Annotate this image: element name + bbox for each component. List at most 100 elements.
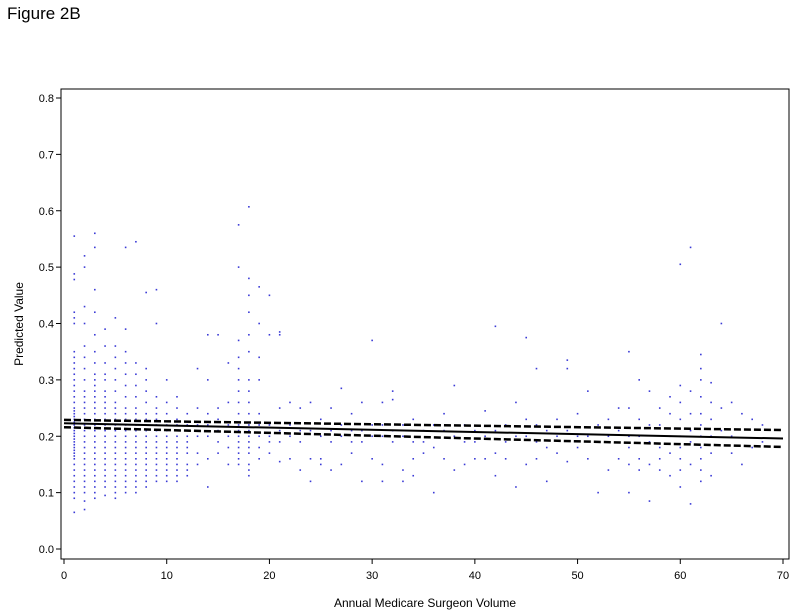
data-point bbox=[258, 322, 260, 325]
data-point bbox=[248, 446, 250, 449]
data-point bbox=[258, 356, 260, 359]
data-point bbox=[196, 435, 199, 438]
data-point bbox=[83, 458, 86, 460]
data-point bbox=[258, 379, 260, 381]
data-point bbox=[83, 255, 86, 257]
data-point bbox=[617, 429, 620, 432]
data-point bbox=[83, 412, 86, 415]
data-point bbox=[710, 418, 712, 421]
data-point bbox=[104, 328, 106, 330]
data-point bbox=[679, 384, 682, 387]
data-point bbox=[289, 401, 291, 404]
data-point bbox=[145, 441, 147, 443]
x-axis: 0 10 20 30 40 50 60 70 bbox=[61, 559, 789, 582]
x-tick-label: 20 bbox=[263, 570, 275, 582]
data-point bbox=[515, 486, 517, 488]
data-point bbox=[165, 469, 168, 471]
data-point bbox=[104, 458, 106, 460]
y-tick-label: 0.7 bbox=[39, 149, 54, 161]
data-point bbox=[278, 333, 281, 336]
data-point bbox=[124, 362, 127, 364]
data-point bbox=[145, 458, 147, 460]
data-point bbox=[361, 429, 363, 432]
data-point bbox=[104, 373, 106, 376]
data-point bbox=[628, 407, 630, 409]
data-point bbox=[217, 452, 219, 454]
data-point bbox=[176, 407, 178, 409]
data-point bbox=[217, 418, 219, 421]
data-point bbox=[237, 429, 240, 432]
data-point bbox=[94, 246, 96, 249]
data-point bbox=[94, 491, 96, 494]
data-point bbox=[124, 373, 127, 376]
data-point bbox=[94, 463, 96, 466]
data-point bbox=[83, 452, 86, 454]
data-point bbox=[155, 412, 158, 415]
data-point bbox=[114, 345, 117, 347]
data-point bbox=[289, 435, 291, 438]
data-point bbox=[176, 480, 178, 483]
data-point bbox=[124, 480, 127, 483]
data-point bbox=[679, 263, 682, 266]
data-point bbox=[155, 435, 158, 438]
data-point bbox=[638, 458, 640, 460]
data-point bbox=[720, 407, 723, 409]
data-point bbox=[83, 429, 86, 432]
data-point bbox=[73, 379, 76, 381]
data-point bbox=[104, 395, 106, 398]
data-point bbox=[525, 435, 528, 438]
data-point bbox=[700, 469, 702, 471]
data-point bbox=[114, 497, 117, 500]
data-point bbox=[689, 463, 692, 466]
data-point bbox=[700, 353, 702, 356]
data-point bbox=[669, 412, 671, 415]
data-point bbox=[114, 367, 117, 370]
data-point bbox=[422, 441, 425, 443]
data-point bbox=[73, 373, 76, 376]
data-point bbox=[207, 424, 209, 426]
data-point bbox=[124, 328, 127, 330]
data-point bbox=[155, 288, 158, 291]
data-point bbox=[104, 435, 106, 438]
data-point bbox=[73, 455, 76, 457]
data-point bbox=[165, 379, 168, 381]
data-point bbox=[402, 469, 404, 471]
data-point bbox=[648, 390, 651, 392]
data-point bbox=[443, 412, 445, 415]
data-point bbox=[73, 443, 76, 446]
data-point bbox=[83, 463, 86, 466]
data-point bbox=[135, 407, 137, 409]
data-point bbox=[124, 350, 127, 353]
data-point bbox=[648, 441, 651, 443]
data-point bbox=[135, 452, 137, 454]
data-point bbox=[597, 424, 599, 426]
data-point bbox=[340, 424, 343, 426]
x-tick-label: 60 bbox=[674, 570, 686, 582]
data-point bbox=[217, 441, 219, 443]
data-point bbox=[381, 463, 384, 466]
data-point bbox=[412, 441, 415, 443]
data-point bbox=[73, 491, 76, 494]
data-point bbox=[484, 458, 486, 460]
data-point bbox=[545, 446, 548, 449]
data-point bbox=[124, 452, 127, 454]
data-point bbox=[145, 401, 147, 404]
data-point bbox=[371, 435, 373, 438]
data-point bbox=[237, 441, 240, 443]
data-point bbox=[494, 452, 497, 454]
data-point bbox=[176, 441, 178, 443]
data-point bbox=[669, 452, 671, 454]
data-point bbox=[186, 463, 189, 466]
data-point bbox=[94, 452, 96, 454]
data-point bbox=[453, 435, 456, 438]
data-point bbox=[566, 460, 569, 463]
data-point bbox=[761, 441, 764, 443]
data-point bbox=[135, 395, 137, 398]
data-point bbox=[258, 286, 260, 288]
data-point bbox=[73, 474, 76, 477]
data-point bbox=[124, 441, 127, 443]
data-point bbox=[474, 441, 476, 443]
y-tick-label: 0.4 bbox=[39, 319, 54, 331]
data-point bbox=[268, 435, 271, 438]
data-point bbox=[299, 407, 302, 409]
